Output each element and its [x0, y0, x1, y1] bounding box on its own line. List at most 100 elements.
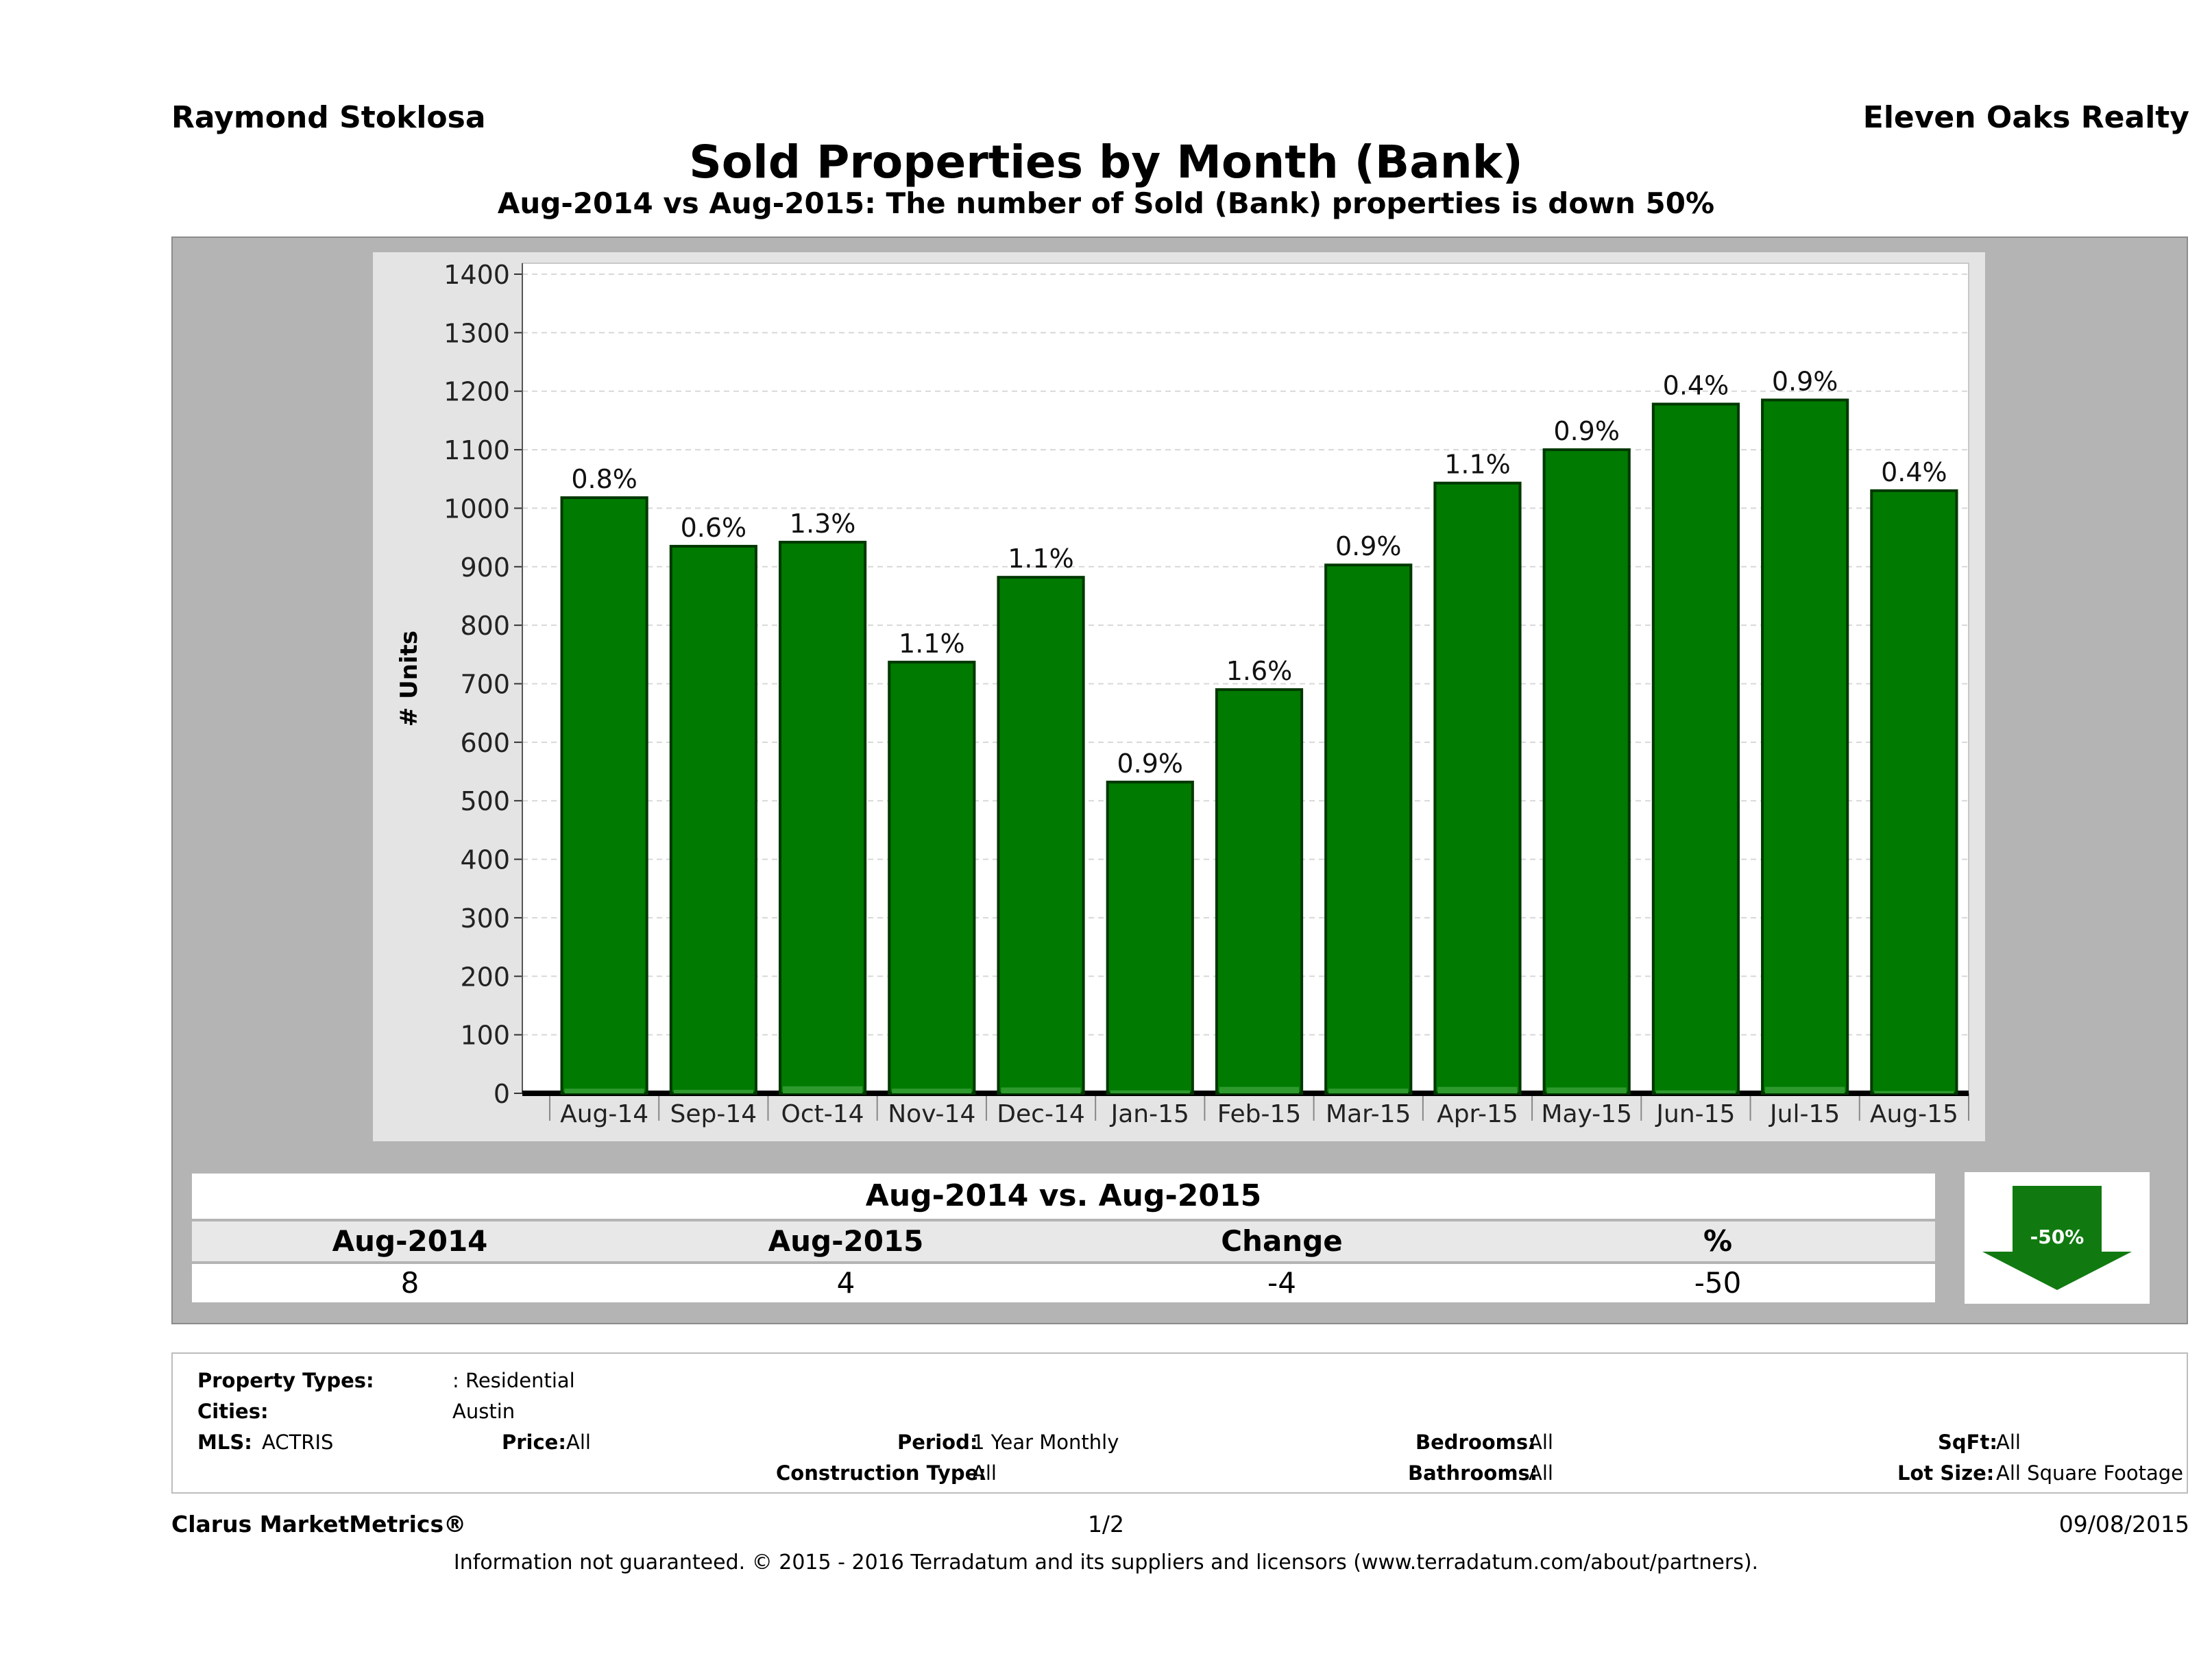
bar-bank	[1328, 1089, 1409, 1093]
data-label: 0.9%	[1553, 416, 1620, 446]
bar-total	[1651, 402, 1740, 1095]
down-arrow-icon: -50%	[1982, 1186, 2132, 1290]
x-tick-label: Nov-14	[888, 1100, 975, 1128]
y-tick-label: 500	[460, 786, 510, 816]
summary-value-aug-2015: 4	[836, 1266, 855, 1300]
y-tick-label: 900	[460, 552, 510, 583]
bar-total	[778, 540, 867, 1095]
filter-sqft-value: All	[1996, 1431, 2021, 1454]
x-tick-label: Jun-15	[1655, 1100, 1735, 1128]
x-tick-label: Oct-14	[781, 1100, 864, 1128]
y-tick-label: 600	[460, 728, 510, 758]
data-label: 0.4%	[1881, 457, 1947, 487]
bar-bank	[1546, 1087, 1627, 1093]
bar-total	[888, 660, 976, 1095]
filter-mls-value: ACTRIS	[262, 1431, 334, 1454]
disclaimer: Information not guaranteed. © 2015 - 201…	[453, 1551, 1759, 1574]
bar-bank	[1765, 1086, 1845, 1093]
data-label: 0.9%	[1117, 749, 1183, 779]
filter-price-value: All	[566, 1431, 591, 1454]
filter-period-value: 1 Year Monthly	[972, 1431, 1119, 1454]
filter-lot-size-value: All Square Footage	[1996, 1461, 2184, 1485]
data-label: 1.1%	[1008, 544, 1074, 574]
summary-column-headers: Aug-2014 Aug-2015 Change %	[192, 1221, 1935, 1261]
bar-bank	[1655, 1090, 1736, 1093]
filter-sqft-label: SqFt:	[1938, 1431, 1997, 1454]
y-tick-label: 200	[460, 962, 510, 992]
x-tick-label: Aug-14	[560, 1100, 648, 1128]
y-tick-label: 1200	[443, 377, 510, 407]
bar-bank	[1874, 1091, 1954, 1093]
x-tick-label: Jan-15	[1110, 1100, 1189, 1128]
bars	[560, 398, 1958, 1095]
bar-total	[1433, 481, 1522, 1095]
summary-value-percent: -50	[1694, 1266, 1742, 1300]
filter-construction-value: All	[972, 1461, 997, 1485]
filter-cities-label: Cities:	[197, 1400, 269, 1423]
agent-name: Raymond Stoklosa	[171, 100, 486, 135]
change-badge-label: -50%	[2030, 1226, 2085, 1248]
bar-total	[1542, 448, 1631, 1095]
bar-total	[1106, 780, 1194, 1095]
filter-period-label: Period:	[897, 1431, 978, 1454]
bar-bank	[1219, 1086, 1300, 1093]
summary-col-change: Change	[1221, 1224, 1343, 1258]
filter-cities-value: Austin	[452, 1400, 515, 1423]
x-tick-label: Dec-14	[997, 1100, 1084, 1128]
data-label: 1.1%	[1444, 450, 1511, 480]
bar-chart: 0 100 200 300 400 500 600 700 800 900 1000 1100 1200…	[396, 260, 1969, 1128]
report-date: 09/08/2015	[2058, 1511, 2189, 1537]
y-tick-label: 800	[460, 611, 510, 641]
data-label: 0.9%	[1772, 367, 1838, 397]
bar-total	[997, 576, 1085, 1095]
data-label: 1.6%	[1226, 656, 1293, 686]
y-tick-label: 1400	[443, 260, 510, 290]
summary-col-aug-2014: Aug-2014	[332, 1224, 488, 1258]
y-tick-label: 1100	[443, 435, 510, 465]
y-tick-label: 1300	[443, 318, 510, 348]
chart-subtitle: Aug-2014 vs Aug-2015: The number of Sold…	[497, 186, 1715, 220]
data-label: 1.3%	[790, 509, 856, 539]
y-tick-label: 100	[460, 1021, 510, 1051]
y-tick-label: 700	[460, 670, 510, 700]
y-axis-label: # Units	[396, 631, 423, 727]
x-tick-label: Feb-15	[1217, 1100, 1302, 1128]
y-tick-label: 300	[460, 903, 510, 934]
bar-bank	[1437, 1086, 1518, 1093]
filter-bathrooms-value: All	[1529, 1461, 1553, 1485]
filter-mls-label: MLS:	[197, 1431, 252, 1454]
x-tick-label: Mar-15	[1326, 1100, 1411, 1128]
y-tick-label: 1000	[443, 494, 510, 524]
x-tick-label: Apr-15	[1437, 1100, 1518, 1128]
change-badge: -50%	[1965, 1172, 2150, 1304]
data-label: 1.1%	[899, 629, 965, 659]
comparison-summary: Aug-2014 vs. Aug-2015 Aug-2014 Aug-2015 …	[192, 1174, 1935, 1304]
bar-total	[1324, 563, 1413, 1095]
summary-value-change: -4	[1267, 1266, 1296, 1300]
y-tick-label: 0	[494, 1079, 510, 1109]
bar-total	[560, 496, 648, 1095]
filter-price-label: Price:	[502, 1431, 566, 1454]
bar-bank	[1001, 1087, 1081, 1093]
chart-title: Sold Properties by Month (Bank)	[689, 136, 1523, 189]
bar-total	[1761, 398, 1849, 1095]
filter-property-types-label: Property Types:	[197, 1369, 374, 1392]
product-name: Clarus MarketMetrics®	[171, 1511, 467, 1537]
bar-bank	[782, 1086, 863, 1093]
x-tick-label: Aug-15	[1870, 1100, 1958, 1128]
filter-bedrooms-value: All	[1529, 1431, 1553, 1454]
bar-bank	[673, 1089, 753, 1093]
bar-total	[1215, 688, 1304, 1095]
summary-value-aug-2014: 8	[400, 1266, 420, 1300]
summary-col-percent: %	[1703, 1224, 1733, 1258]
filter-bedrooms-label: Bedrooms:	[1415, 1431, 1536, 1454]
brokerage-name: Eleven Oaks Realty	[1862, 100, 2189, 135]
bar-bank	[892, 1089, 972, 1093]
x-tick-label: Sep-14	[670, 1100, 757, 1128]
x-tick-label: Jul-15	[1769, 1100, 1840, 1128]
data-label: 0.4%	[1663, 370, 1729, 400]
bar-bank	[564, 1089, 644, 1093]
filter-property-types-value: : Residential	[452, 1369, 575, 1392]
y-tick-label: 400	[460, 845, 510, 875]
summary-col-aug-2015: Aug-2015	[768, 1224, 924, 1258]
